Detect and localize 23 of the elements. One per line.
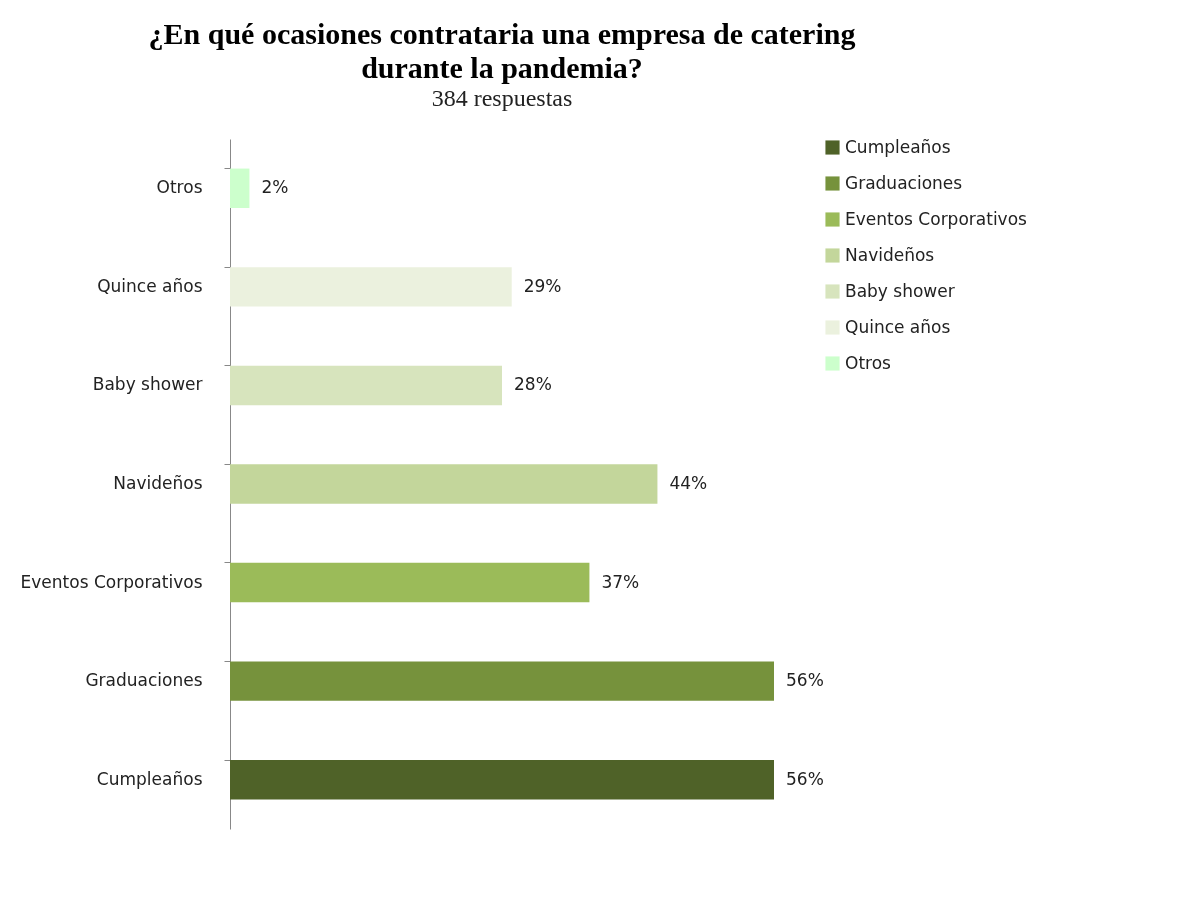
data-label: 56% — [786, 768, 824, 789]
y-tick-label: Quince años — [97, 275, 203, 296]
y-tick-label: Baby shower — [92, 374, 203, 395]
legend-label: Otros — [845, 352, 892, 373]
chart-title: ¿En qué ocasiones contrataria una empresa de catering durante la pandemia? — [148, 17, 856, 84]
data-label: 28% — [514, 374, 552, 395]
data-label: 56% — [786, 670, 824, 691]
data-label: 29% — [523, 275, 562, 296]
legend-label: Navideños — [845, 244, 935, 265]
legend-label: Cumpleaños — [845, 136, 951, 157]
y-tick-label: Eventos Corporativos — [20, 571, 203, 592]
legend-label: Baby shower — [845, 280, 955, 301]
y-tick-label: Otros — [156, 177, 203, 198]
legend-label: Quince años — [845, 316, 951, 337]
y-tick-label: Graduaciones — [85, 670, 203, 691]
data-label: 37% — [601, 571, 640, 592]
legend-label: Graduaciones — [845, 172, 963, 193]
data-label: 44% — [669, 473, 708, 493]
chart-subtitle: 384 respuestas — [431, 85, 573, 111]
y-tick-label: Navideños — [113, 473, 203, 493]
y-tick-label: Cumpleaños — [96, 768, 203, 789]
legend-label: Eventos Corporativos — [845, 208, 1028, 229]
data-label: 2% — [261, 177, 289, 198]
